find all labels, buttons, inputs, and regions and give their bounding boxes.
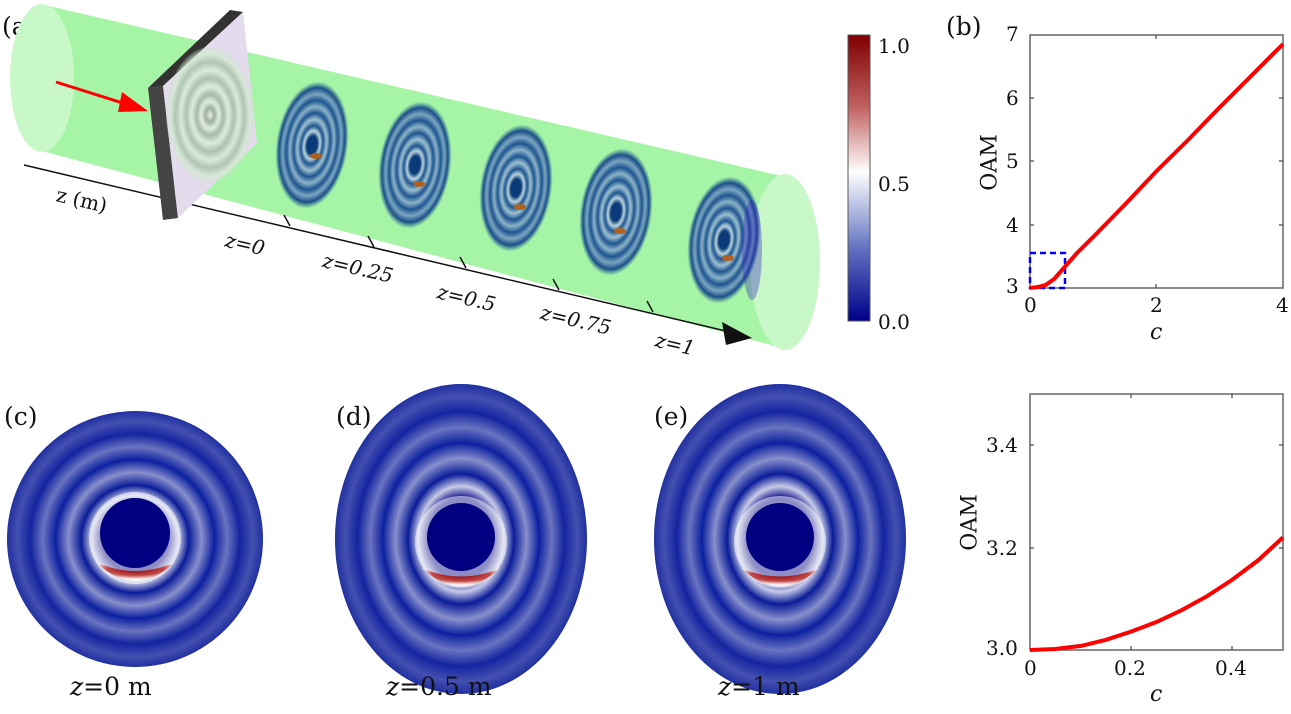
beam-entrance-cap bbox=[10, 4, 74, 152]
beam-profile-z0 bbox=[275, 81, 349, 209]
y-tick: 6 bbox=[1006, 86, 1019, 110]
y-tick: 7 bbox=[1006, 22, 1019, 46]
panel-c-label: (c) bbox=[4, 402, 38, 431]
panel-d-label: (d) bbox=[336, 402, 372, 431]
colorbar-tick-max: 1.0 bbox=[878, 34, 910, 58]
panel-e-label: (e) bbox=[654, 402, 689, 431]
beam-profiles bbox=[275, 81, 762, 304]
caption-e: z=1 m bbox=[718, 672, 800, 701]
colorbar-tick-mid: 0.5 bbox=[878, 172, 910, 196]
z-axis bbox=[23, 164, 752, 345]
intensity-map-e bbox=[654, 384, 906, 694]
oam-curve bbox=[1029, 42, 1285, 290]
panel-b-label: (b) bbox=[946, 12, 982, 41]
x-tick: 0 bbox=[1024, 656, 1037, 680]
caption-d: z=0.5 m bbox=[386, 672, 492, 701]
intensity-map-d bbox=[335, 384, 587, 694]
x-tick: 2 bbox=[1150, 293, 1163, 317]
beam-profile-z1 bbox=[687, 176, 761, 304]
caption-c: z=0 m bbox=[70, 672, 152, 701]
x-axis-label: c bbox=[1150, 320, 1163, 345]
x-axis-label: c bbox=[1150, 682, 1163, 707]
beam-profile-z025 bbox=[378, 101, 452, 229]
oam-curve-zoom bbox=[1029, 535, 1285, 652]
x-tick: 0 bbox=[1024, 293, 1037, 317]
input-arrow-icon bbox=[55, 80, 148, 112]
colorbar-tick-min: 0.0 bbox=[878, 310, 910, 334]
colorbar bbox=[847, 34, 871, 322]
beam-exit-cap bbox=[750, 174, 820, 350]
y-tick: 3.4 bbox=[986, 433, 1018, 457]
y-tick: 3.0 bbox=[986, 636, 1018, 660]
x-tick: 0.4 bbox=[1215, 656, 1247, 680]
beam-profile-z075 bbox=[579, 148, 653, 276]
y-axis-label: OAM bbox=[957, 494, 983, 551]
beam-profile-z05 bbox=[479, 124, 553, 252]
x-tick: 4 bbox=[1276, 293, 1289, 317]
y-tick: 4 bbox=[1006, 213, 1019, 237]
y-tick: 3.2 bbox=[986, 536, 1018, 560]
intensity-map-c bbox=[7, 411, 263, 667]
y-tick: 3 bbox=[1006, 274, 1019, 298]
zoom-region-box bbox=[1028, 251, 1067, 290]
y-tick: 5 bbox=[1006, 149, 1019, 173]
x-tick: 0.2 bbox=[1114, 656, 1146, 680]
phase-plate bbox=[148, 10, 257, 220]
